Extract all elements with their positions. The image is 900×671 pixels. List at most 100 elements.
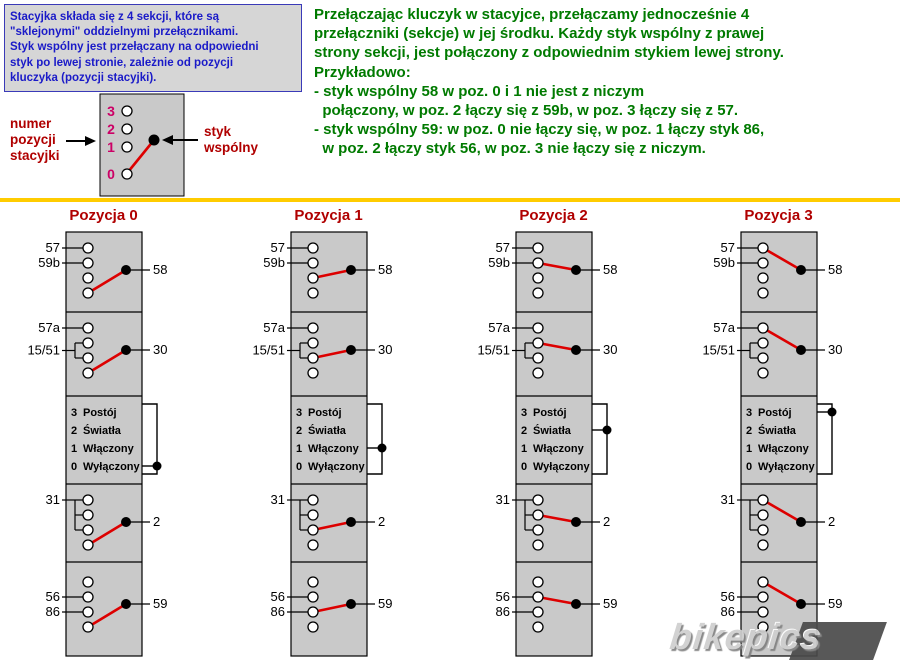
contact-label-86: 86 [496, 604, 510, 619]
contact-circle [307, 539, 319, 551]
contact-circle [307, 287, 319, 299]
mode-label: Postój [308, 407, 342, 419]
switch-legend: numer pozycji stacyjki 3 2 1 0 styk wspó… [10, 93, 258, 197]
mode-label: Wyłączony [83, 461, 141, 473]
contact-circle [307, 494, 319, 506]
mode-label: Wyłączony [758, 461, 816, 473]
text-line: - styk wspólny 59: w poz. 0 nie łączy si… [314, 121, 765, 139]
text-line: - styk wspólny 58 w poz. 0 i 1 nie jest … [314, 82, 645, 100]
switch-body [740, 231, 818, 657]
key-position-dot [152, 461, 162, 471]
mode-label: Wyłączony [308, 461, 366, 473]
contact-circle [532, 509, 544, 521]
contact-circle [757, 494, 769, 506]
contact-label-15/51: 15/51 [27, 343, 60, 358]
contact-circle [532, 352, 544, 364]
contact-circle [307, 509, 319, 521]
contact-circle [307, 242, 319, 254]
contact-circle [532, 576, 544, 588]
contact-circle [757, 337, 769, 349]
contact-label-31: 31 [46, 492, 60, 507]
legend-contact-circle [121, 141, 133, 153]
text-line: przełączniki (sekcje) w jej środku. Każd… [314, 25, 765, 43]
mode-number: 0 [746, 461, 752, 473]
contact-circle [82, 494, 94, 506]
contact-circle [307, 621, 319, 633]
contact-circle [82, 242, 94, 254]
mode-number: 1 [521, 443, 527, 455]
contact-label-56: 56 [46, 589, 60, 604]
contact-label-59b: 59b [488, 255, 510, 270]
common-label-30: 30 [378, 342, 392, 357]
switch-connection-line [536, 513, 578, 524]
contact-label-57: 57 [721, 240, 735, 255]
contact-label-59b: 59b [38, 255, 60, 270]
contact-circle [757, 367, 769, 379]
common-label-59: 59 [828, 596, 842, 611]
common-contact-dot [346, 265, 356, 275]
contact-circle [757, 606, 769, 618]
switch-connection-line [86, 348, 128, 375]
switch-body [515, 231, 593, 657]
contact-label-57: 57 [496, 240, 510, 255]
mode-number: 0 [71, 461, 77, 473]
mode-number: 0 [521, 461, 527, 473]
contact-circle [532, 621, 544, 633]
common-contact-dot [121, 599, 131, 609]
text-line: połączony, w poz. 2 łączy się z 59b, w p… [314, 101, 739, 119]
common-contact-dot [796, 345, 806, 355]
contact-circle [532, 242, 544, 254]
legend-common-contact-dot [148, 134, 160, 146]
switch-connection-line [311, 348, 353, 360]
contact-circle [307, 272, 319, 284]
contact-circle [82, 621, 94, 633]
text-line: Przykładowo: [314, 63, 411, 81]
switch-body [290, 231, 368, 657]
legend-position-digit: 2 [107, 121, 115, 137]
common-label-2: 2 [153, 514, 160, 529]
contact-circle [82, 606, 94, 618]
contact-circle [532, 287, 544, 299]
contact-circle [82, 367, 94, 379]
position-column: Pozycja 0 57 59b 58 57a 15/51 30 31 2 56 86 59 3 Pos… [0, 204, 225, 666]
key-position-bracket [817, 403, 833, 475]
switch-connection-line [311, 520, 353, 532]
key-position-dot [602, 425, 612, 435]
contact-label-57a: 57a [488, 320, 510, 335]
legend-caption-left-line: numer [10, 116, 52, 131]
legend-position-digit: 1 [107, 139, 115, 155]
key-position-dot [377, 443, 387, 453]
common-label-58: 58 [378, 262, 392, 277]
key-position-bracket [367, 403, 383, 475]
contact-circle [532, 539, 544, 551]
common-label-30: 30 [153, 342, 167, 357]
contact-label-56: 56 [271, 589, 285, 604]
intro-text-box: Stacyjka składa się z 4 sekcji, które są… [4, 4, 302, 92]
contact-circle [757, 242, 769, 254]
switch-connection-line [311, 268, 353, 280]
mode-number: 2 [296, 425, 302, 437]
mode-label: Postój [83, 407, 117, 419]
switch-connection-line [761, 246, 803, 272]
mode-number: 3 [296, 407, 302, 419]
text-line: kluczyka (pozycji stacyjki). [10, 71, 157, 84]
legend-switch-connection-line [126, 138, 156, 174]
position-column-title: Pozycja 1 [294, 207, 363, 224]
common-contact-dot [571, 265, 581, 275]
position-column-title: Pozycja 2 [519, 207, 588, 224]
contact-circle [82, 509, 94, 521]
text-line: styk po lewej stronie, zależnie od pozyc… [10, 56, 234, 69]
switch-connection-line [86, 520, 128, 547]
contact-label-59b: 59b [263, 255, 285, 270]
mode-number: 2 [71, 425, 77, 437]
common-contact-dot [121, 517, 131, 527]
common-label-2: 2 [828, 514, 835, 529]
text-line: strony sekcji, jest połączony z odpowied… [314, 44, 784, 62]
contact-circle [82, 591, 94, 603]
common-label-30: 30 [828, 342, 842, 357]
contact-circle [307, 337, 319, 349]
legend-caption-right-line: styk [204, 124, 232, 139]
contact-circle [532, 337, 544, 349]
